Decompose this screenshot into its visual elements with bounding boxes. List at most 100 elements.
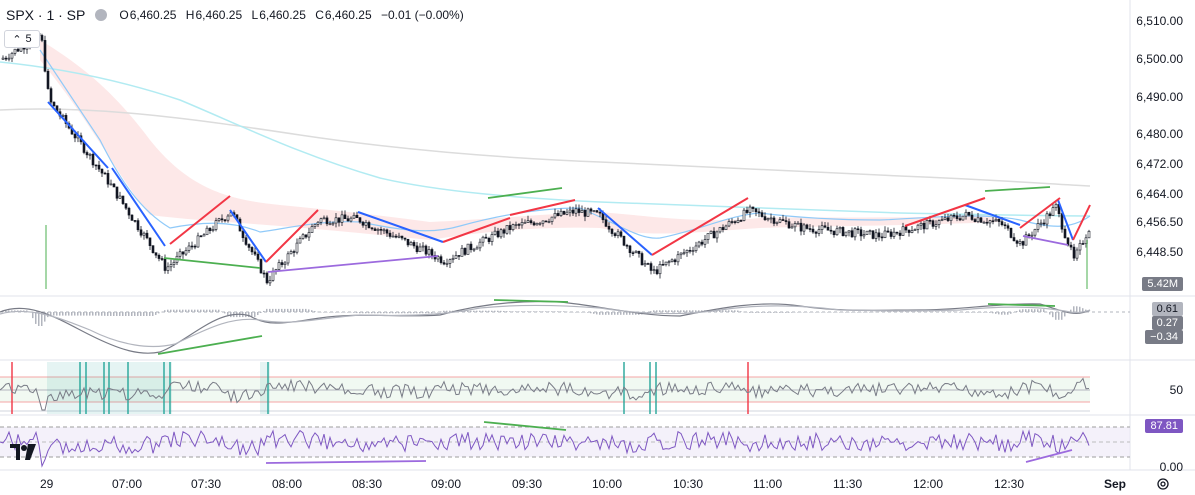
macd-bar <box>800 312 802 313</box>
candle <box>1078 243 1082 251</box>
ema-slow-line <box>0 108 1091 187</box>
candle <box>487 237 491 242</box>
osc-alert-bars <box>11 362 749 414</box>
macd-bar <box>803 312 805 313</box>
candle <box>265 272 269 284</box>
macd-bar <box>1037 309 1039 312</box>
macd-bar <box>116 312 118 316</box>
macd-bar <box>587 312 589 313</box>
candle <box>610 228 614 234</box>
macd-bar <box>572 312 574 313</box>
macd-bar <box>272 308 274 312</box>
time-tick: 12:00 <box>913 477 944 491</box>
macd-bar <box>425 312 427 314</box>
candle <box>1048 213 1052 216</box>
sell-signal-arrows <box>47 101 1074 263</box>
macd-bar <box>1052 312 1054 318</box>
macd-bar <box>896 311 898 312</box>
candle <box>535 222 539 226</box>
macd-bar <box>599 312 601 315</box>
macd-bar <box>566 311 568 313</box>
candle <box>148 237 152 246</box>
candle <box>589 208 593 212</box>
candle <box>496 230 500 238</box>
macd-bar <box>725 310 727 312</box>
macd-divergence-line <box>493 299 569 303</box>
macd-bar <box>170 309 172 312</box>
candle <box>724 225 728 230</box>
candle <box>460 247 464 257</box>
buy-arrow <box>442 217 511 243</box>
candle <box>313 224 317 227</box>
macd-bar <box>80 312 82 316</box>
candle <box>703 239 707 245</box>
candle <box>946 217 950 221</box>
gear-icon[interactable] <box>1156 477 1170 491</box>
candle <box>832 230 836 236</box>
candle <box>409 242 413 246</box>
macd-bar <box>734 310 736 312</box>
dot-icon[interactable] <box>95 9 108 21</box>
candle <box>346 218 350 222</box>
candle <box>484 236 488 239</box>
time-tick: 29 <box>40 477 54 491</box>
symbol-title[interactable]: SPX · 1 · SP <box>6 7 86 23</box>
candle <box>424 245 428 255</box>
macd-bar <box>1013 312 1015 313</box>
macd-bar <box>944 311 946 312</box>
macd-bar <box>137 312 139 316</box>
macd-bar <box>938 311 940 312</box>
macd-bar <box>431 312 433 314</box>
candle <box>877 232 881 238</box>
macd-divergence-line <box>157 335 263 355</box>
indicators-collapse-button[interactable]: ⌃ 5 <box>4 30 40 48</box>
candle <box>97 164 101 170</box>
candle <box>814 231 818 234</box>
price-tick: 6,456.50 <box>1136 215 1183 229</box>
time-tick: 08:30 <box>352 477 383 491</box>
macd-bar <box>275 308 277 312</box>
legend-header: SPX · 1 · SP O6,460.25 H6,460.25 L6,460.… <box>6 4 470 26</box>
candle <box>403 237 407 240</box>
candle <box>250 247 254 253</box>
macd-bar <box>473 310 475 312</box>
macd-histogram <box>2 306 1090 326</box>
macd-bar <box>992 312 994 314</box>
macd-bar <box>980 312 982 313</box>
bull-divergence-line <box>163 257 261 269</box>
time-tick: 08:00 <box>272 477 303 491</box>
bull-divergence-line <box>984 186 1051 192</box>
macd-bar <box>296 308 298 312</box>
macd-value-badge: 0.27 <box>1151 316 1183 330</box>
candle <box>652 269 656 271</box>
candle <box>952 214 956 217</box>
candle <box>400 235 404 239</box>
candle <box>529 220 533 224</box>
macd-bar <box>503 310 505 312</box>
macd-bar <box>1046 311 1048 313</box>
time-tick: 09:30 <box>512 477 543 491</box>
bear-divergence-line <box>267 255 439 273</box>
candle <box>1012 237 1016 242</box>
candle <box>592 210 596 212</box>
candle <box>358 217 362 223</box>
tradingview-logo[interactable] <box>8 440 38 464</box>
macd-line <box>0 300 1091 354</box>
osc-highlight-zone <box>260 362 270 414</box>
candle <box>997 218 1001 222</box>
candle <box>817 229 821 234</box>
rsi-zero-label: 0.00 <box>1159 460 1183 474</box>
macd-bar <box>824 312 826 313</box>
candle <box>562 210 566 215</box>
candle <box>334 217 338 224</box>
candle <box>367 222 371 229</box>
macd-bar <box>866 312 868 313</box>
candle <box>721 227 725 230</box>
macd-bar <box>998 312 1000 315</box>
macd-bar <box>410 312 412 314</box>
candle <box>412 242 416 247</box>
candle <box>964 211 968 217</box>
macd-bar <box>932 311 934 312</box>
candle <box>61 115 65 117</box>
